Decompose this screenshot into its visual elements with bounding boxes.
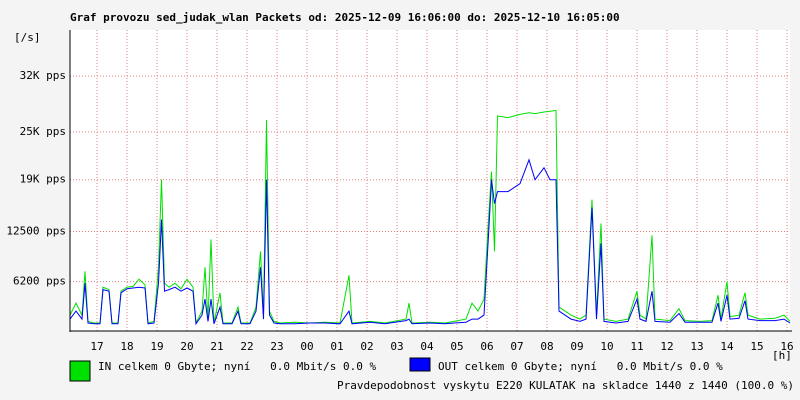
legend-out: OUT celkem 0 Gbyte; nyní 0.0 Mbit/s 0.0 … (438, 360, 723, 373)
y-tick-label: 32K pps (20, 69, 66, 82)
y-tick-label: 19K pps (20, 173, 66, 186)
x-tick-label: 04 (420, 340, 434, 353)
legend-in: IN celkem 0 Gbyte; nyní 0.0 Mbit/s 0.0 % (98, 360, 377, 373)
x-tick-label: 13 (690, 340, 703, 353)
x-tick-label: 17 (90, 340, 103, 353)
x-tick-label: 23 (270, 340, 283, 353)
x-tick-label: 09 (570, 340, 583, 353)
x-tick-label: 10 (600, 340, 613, 353)
x-tick-label: 00 (300, 340, 313, 353)
x-tick-label: 18 (120, 340, 133, 353)
x-tick-label: 05 (450, 340, 463, 353)
plot-area (70, 30, 790, 331)
series-line (69, 158, 791, 326)
x-tick-label: 14 (720, 340, 734, 353)
x-tick-label: 20 (180, 340, 193, 353)
x-tick-label: 08 (540, 340, 553, 353)
x-tick-label: 06 (480, 340, 493, 353)
x-tick-label: 16 (780, 340, 793, 353)
x-tick-label: 15 (750, 340, 763, 353)
x-tick-label: 12 (660, 340, 673, 353)
x-tick-label: 21 (210, 340, 223, 353)
x-tick-label: 01 (330, 340, 343, 353)
x-tick-label: 03 (390, 340, 403, 353)
x-tick-label: 07 (510, 340, 523, 353)
y-tick-label: 25K pps (20, 125, 66, 138)
lines (69, 109, 791, 326)
chart-title: Graf provozu sed_judak_wlan Packets od: … (70, 11, 620, 24)
x-tick-label: 19 (150, 340, 163, 353)
footer-note: Pravdepodobnost vyskytu E220 KULATAK na … (337, 379, 794, 392)
x-tick-label: 02 (360, 340, 373, 353)
legend-swatch-out (409, 357, 431, 372)
x-tick-label: 22 (240, 340, 253, 353)
legend-swatch-in (69, 360, 91, 382)
x-axis-label: [h] (772, 349, 792, 362)
x-tick-label: 11 (630, 340, 643, 353)
y-axis-label: [/s] (14, 31, 41, 44)
grid (70, 30, 790, 331)
y-tick-label: 6200 pps (13, 275, 66, 288)
y-tick-label: 12500 pps (6, 224, 66, 237)
series-line (69, 109, 791, 325)
